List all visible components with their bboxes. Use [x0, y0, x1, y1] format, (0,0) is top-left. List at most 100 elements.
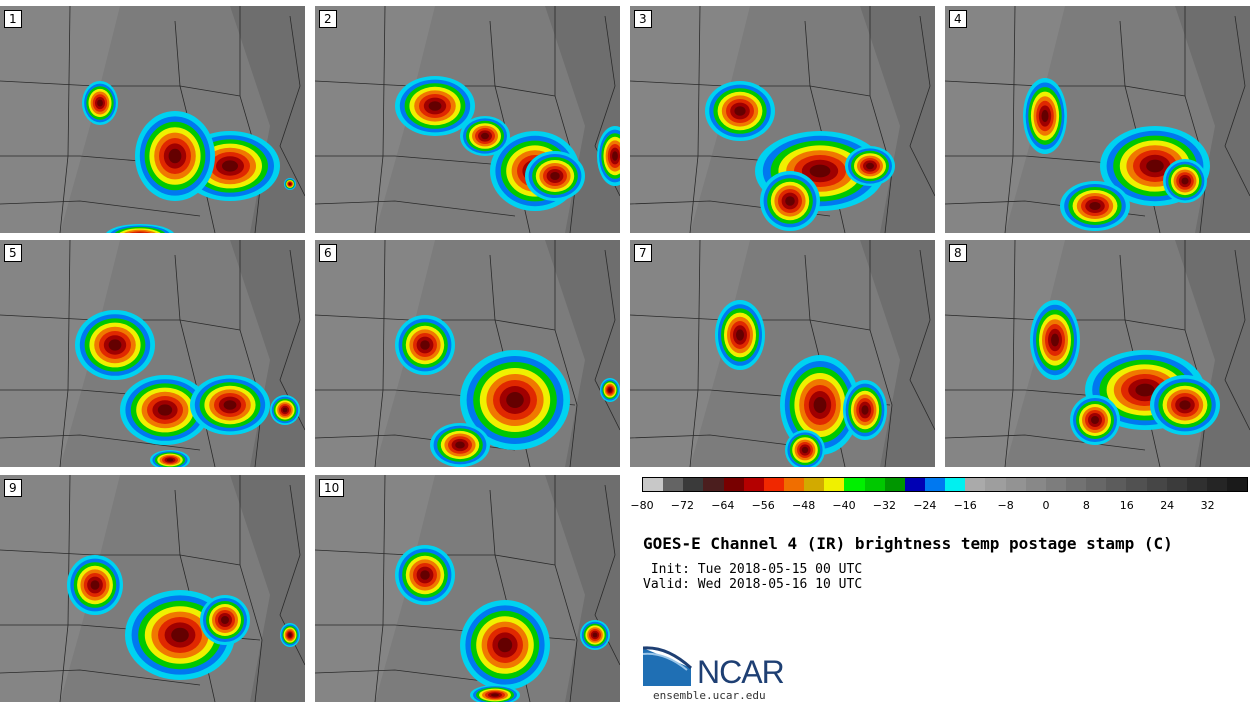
state-border — [59, 6, 71, 233]
cloud-top-contour — [592, 632, 598, 638]
state-border — [315, 669, 516, 686]
state-border — [594, 249, 620, 431]
colorbar-tick-label: −8 — [997, 499, 1014, 512]
colorbar-swatch — [1186, 478, 1207, 491]
terrain-shading — [315, 475, 435, 702]
storm-cloud — [430, 423, 490, 467]
satellite-ir-map — [0, 240, 305, 467]
map-panel: 2 — [315, 6, 620, 233]
cloud-top-contour — [282, 407, 288, 413]
colorbar-tick-label: −72 — [670, 499, 694, 512]
cloud-top-contour — [166, 458, 174, 462]
state-border — [1224, 15, 1250, 197]
cloud-top-contour — [809, 164, 831, 178]
terrain-shading — [860, 6, 935, 233]
storm-cloud — [470, 685, 520, 702]
map-panel: 8 — [945, 240, 1250, 467]
colorbar-tick-label: −40 — [832, 499, 856, 512]
storm-cloud — [200, 595, 250, 645]
satellite-ir-map — [315, 240, 620, 467]
colorbar-swatch — [1045, 478, 1066, 491]
state-border — [315, 314, 556, 331]
terrain-shading — [0, 6, 120, 233]
storm-cloud — [760, 171, 820, 231]
colorbar-swatch — [643, 478, 664, 491]
cloud-top-contour — [736, 329, 744, 341]
storm-cloud — [135, 111, 215, 201]
cloud-top-contour — [1135, 383, 1155, 397]
satellite-ir-map — [945, 6, 1250, 233]
colorbar-swatch — [1166, 478, 1187, 491]
state-border — [1184, 6, 1208, 233]
colorbar-tick-label: 32 — [1200, 499, 1215, 512]
state-border — [909, 15, 935, 197]
satellite-ir-map — [945, 240, 1250, 467]
satellite-ir-map — [315, 6, 620, 233]
terrain-shading — [0, 240, 120, 467]
cloud-top-contour — [866, 162, 874, 170]
storm-cloud — [705, 81, 775, 141]
cloud-top-contour — [428, 101, 442, 111]
state-border — [945, 80, 1186, 97]
panel-number-label: 6 — [319, 244, 337, 262]
panel-number-label: 5 — [4, 244, 22, 262]
init-time: Init: Tue 2018-05-15 00 UTC — [643, 562, 863, 577]
website-url[interactable]: ensemble.ucar.edu — [653, 689, 766, 702]
colorbar-swatch — [924, 478, 946, 491]
storm-cloud — [525, 151, 585, 201]
map-panel: 5 — [0, 240, 305, 467]
storm-cloud — [120, 375, 210, 445]
cloud-top-contour — [608, 388, 612, 392]
colorbar-swatch — [844, 478, 865, 491]
cloud-top-contour — [157, 404, 173, 416]
cloud-top-contour — [168, 148, 182, 164]
storm-cloud — [82, 81, 118, 125]
panel-number-label: 9 — [4, 479, 22, 497]
colorbar-swatch — [985, 478, 1006, 491]
state-border — [630, 314, 871, 331]
cloud-top-contour — [1181, 177, 1189, 185]
panel-number-label: 8 — [949, 244, 967, 262]
state-border — [374, 6, 386, 233]
terrain-shading — [545, 240, 620, 467]
terrain-shading — [230, 6, 305, 233]
terrain-shading — [315, 240, 435, 467]
state-border — [689, 240, 701, 467]
cloud-top-contour — [420, 340, 430, 350]
cloud-top-contour — [801, 446, 809, 454]
cloud-top-contour — [129, 231, 151, 233]
colorbar-tick-label: −64 — [711, 499, 735, 512]
map-panel: 4 — [945, 6, 1250, 233]
panel-number-label: 1 — [4, 10, 22, 28]
state-border — [0, 669, 201, 686]
panel-number-label: 7 — [634, 244, 652, 262]
storm-cloud — [395, 76, 475, 136]
cloud-top-contour — [497, 637, 513, 653]
panel-number-label: 10 — [319, 479, 345, 497]
panel-number-label: 4 — [949, 10, 967, 28]
state-border — [689, 6, 701, 233]
cloud-top-contour — [491, 693, 499, 697]
colorbar-tick-label: −56 — [751, 499, 775, 512]
colorbar-swatch — [884, 478, 905, 491]
storm-cloud — [395, 545, 455, 605]
storm-cloud — [150, 450, 190, 467]
state-border — [0, 434, 201, 451]
state-border — [239, 6, 263, 233]
cloud-top-contour — [97, 99, 103, 107]
storm-cloud — [1070, 395, 1120, 445]
state-border — [174, 254, 216, 467]
storm-cloud — [1163, 159, 1207, 203]
storm-cloud — [67, 555, 123, 615]
storm-cloud — [780, 355, 860, 455]
map-panel: 10 — [315, 475, 620, 702]
satellite-ir-map — [0, 475, 305, 702]
map-panel: 6 — [315, 240, 620, 467]
cloud-top-contour — [223, 400, 237, 410]
colorbar-swatch — [743, 478, 764, 491]
cloud-top-contour — [1179, 400, 1191, 410]
cloud-top-contour — [813, 397, 827, 413]
cloud-top-contour — [550, 172, 560, 180]
storm-cloud — [1023, 78, 1067, 154]
cloud-top-contour — [288, 633, 292, 637]
